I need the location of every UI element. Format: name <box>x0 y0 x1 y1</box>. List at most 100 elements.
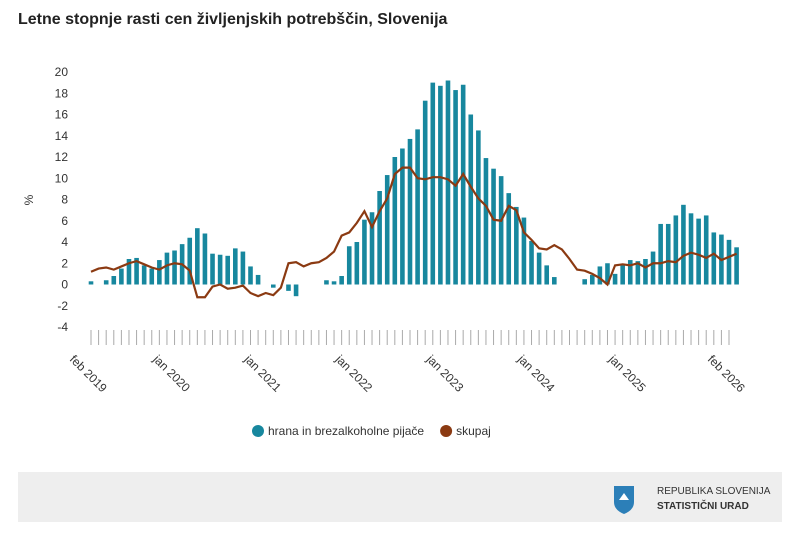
bar <box>111 276 117 285</box>
bar <box>643 259 648 285</box>
bar <box>134 257 139 285</box>
y-tick-label: -2 <box>57 299 68 313</box>
bar <box>172 250 177 285</box>
bar <box>681 204 686 285</box>
bar <box>650 251 656 285</box>
bar <box>255 274 261 285</box>
bar <box>331 281 337 285</box>
bar <box>506 193 512 285</box>
bar <box>293 284 299 297</box>
y-tick-label: -4 <box>57 320 68 334</box>
bar <box>468 114 474 285</box>
bar <box>597 266 603 285</box>
bar <box>141 265 147 285</box>
bar <box>453 90 458 285</box>
y-tick-label: 4 <box>61 235 68 249</box>
x-tick-label: jan 2025 <box>605 352 648 395</box>
bar <box>726 239 732 285</box>
bar <box>126 259 132 285</box>
bar <box>248 266 253 285</box>
bar <box>498 176 504 285</box>
bar <box>620 264 625 285</box>
bar <box>521 217 527 285</box>
y-axis-label: % <box>22 194 36 205</box>
bar <box>210 253 215 285</box>
bar <box>582 279 587 285</box>
bar <box>369 212 375 285</box>
bar <box>544 265 550 285</box>
bar <box>217 254 223 285</box>
footer-line1: REPUBLIKA SLOVENIJA <box>657 486 771 497</box>
bar <box>164 252 170 285</box>
legend-marker <box>252 425 264 437</box>
bar <box>536 252 542 285</box>
bar <box>384 175 390 285</box>
bar <box>627 260 633 285</box>
bar <box>354 242 360 285</box>
bar <box>195 228 200 285</box>
bar <box>438 85 443 285</box>
bar <box>346 246 352 285</box>
bar <box>476 130 481 285</box>
bar <box>119 268 124 285</box>
y-tick-label: 18 <box>55 86 69 100</box>
footer-line2: STATISTIČNI URAD <box>657 499 749 512</box>
y-tick-label: 14 <box>55 129 69 143</box>
bar <box>688 213 694 285</box>
y-tick-label: 16 <box>55 108 69 122</box>
x-tick-label: feb 2019 <box>67 352 110 395</box>
legend-marker <box>440 425 453 437</box>
x-tick-label: jan 2020 <box>150 352 193 395</box>
logo <box>614 486 634 514</box>
bar <box>362 219 367 285</box>
bar <box>430 82 436 285</box>
bar <box>483 158 489 285</box>
x-tick-label: jan 2023 <box>423 352 466 395</box>
bar <box>734 247 739 285</box>
bar <box>460 84 466 285</box>
bar <box>658 223 663 285</box>
bar <box>407 138 413 285</box>
x-tick-label: jan 2022 <box>332 352 375 395</box>
bar <box>589 274 595 285</box>
bar <box>400 148 405 285</box>
chart-title: Letne stopnje rasti cen življenjskih pot… <box>18 11 448 28</box>
bar <box>711 232 717 285</box>
bar <box>157 260 162 285</box>
line <box>90 166 738 299</box>
bar <box>88 281 94 285</box>
bar <box>529 240 534 285</box>
legend-label: hrana in brezalkoholne pijače <box>268 424 424 438</box>
bar <box>415 129 420 285</box>
y-tick-label: 2 <box>61 256 68 270</box>
bar <box>202 233 208 285</box>
bar <box>377 191 382 285</box>
bar <box>552 277 557 285</box>
bar <box>103 280 109 285</box>
bar <box>605 263 610 285</box>
bar <box>149 268 155 285</box>
bar <box>514 206 519 285</box>
bar <box>665 223 671 285</box>
bar <box>612 273 618 285</box>
y-tick-label: 20 <box>55 65 69 79</box>
bar <box>673 215 679 285</box>
bar <box>270 284 276 288</box>
bar <box>286 284 291 291</box>
y-tick-label: 0 <box>61 278 68 292</box>
bar <box>339 276 344 285</box>
bar <box>422 100 428 285</box>
bar <box>696 218 701 285</box>
bar <box>392 157 398 285</box>
bar <box>703 215 709 285</box>
footer-band <box>18 472 782 522</box>
bar <box>225 255 231 285</box>
y-tick-label: 12 <box>55 150 69 164</box>
x-tick-label: jan 2024 <box>514 352 557 395</box>
bar <box>233 248 238 285</box>
bar <box>324 280 329 285</box>
x-tick-label: feb 2026 <box>705 352 748 395</box>
y-tick-label: 10 <box>55 171 69 185</box>
